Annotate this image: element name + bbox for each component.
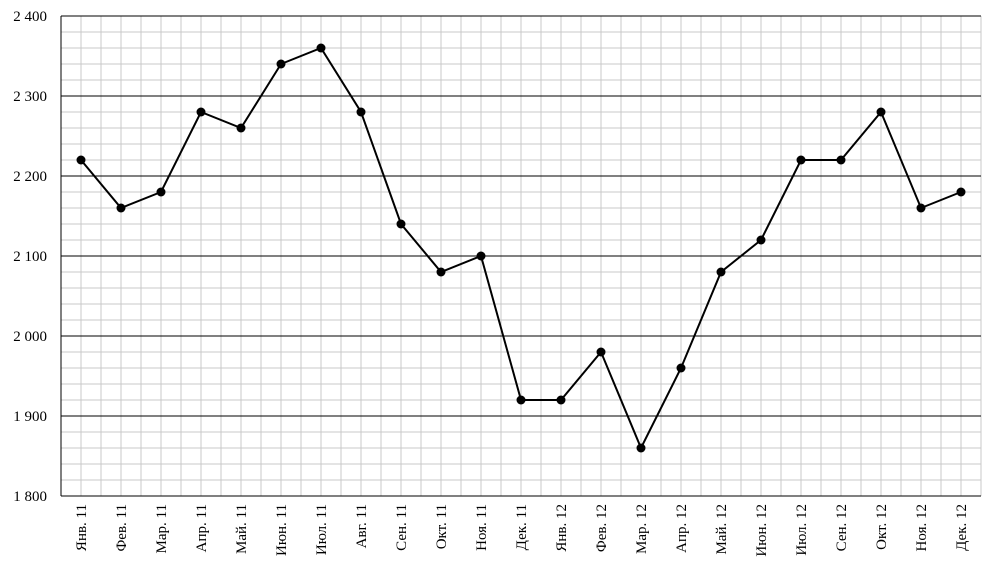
x-tick-label: Окт. 11 (434, 504, 450, 549)
data-point (276, 59, 286, 69)
x-tick-label: Май. 12 (714, 504, 730, 555)
x-tick-label: Сен. 12 (834, 504, 850, 551)
y-tick-label: 2 400 (13, 9, 47, 25)
data-point (76, 155, 86, 165)
x-tick-label: Янв. 11 (74, 504, 90, 551)
y-tick-label: 2 300 (13, 89, 47, 105)
data-point (116, 203, 126, 213)
x-tick-label: Сен. 11 (394, 504, 410, 551)
x-tick-label: Фев. 11 (114, 504, 130, 552)
data-point (476, 251, 486, 261)
x-tick-label: Ноя. 12 (914, 504, 930, 551)
x-tick-label: Окт. 12 (874, 504, 890, 550)
x-tick-label: Мар. 11 (154, 504, 170, 553)
data-point (516, 395, 526, 405)
data-point (796, 155, 806, 165)
data-point (716, 267, 726, 277)
x-tick-label: Дек. 11 (514, 504, 530, 550)
data-point (556, 395, 566, 405)
y-tick-label: 1 800 (13, 489, 47, 505)
x-tick-label: Авг. 11 (354, 504, 370, 548)
data-point (596, 347, 606, 357)
data-point (916, 203, 926, 213)
data-point (316, 43, 326, 53)
data-point (756, 235, 766, 245)
data-point (356, 107, 366, 117)
x-tick-label: Янв. 12 (554, 504, 570, 552)
data-point (196, 107, 206, 117)
y-tick-label: 2 000 (13, 329, 47, 345)
x-tick-label: Мар. 12 (634, 504, 650, 554)
data-point (156, 187, 166, 197)
x-tick-label: Дек. 12 (954, 504, 970, 551)
x-tick-label: Июл. 11 (314, 504, 330, 555)
x-tick-label: Май. 11 (234, 504, 250, 554)
x-tick-label: Апр. 12 (674, 504, 690, 553)
x-tick-label: Апр. 11 (194, 504, 210, 552)
data-point (636, 443, 646, 453)
data-point (396, 219, 406, 229)
x-tick-label: Июл. 12 (794, 504, 810, 556)
data-point (676, 363, 686, 373)
data-point (436, 267, 446, 277)
data-point (956, 187, 966, 197)
data-point (836, 155, 846, 165)
x-tick-label: Июн. 12 (754, 504, 770, 557)
x-tick-label: Ноя. 11 (474, 504, 490, 551)
y-tick-label: 2 100 (13, 249, 47, 265)
y-tick-label: 2 200 (13, 169, 47, 185)
x-tick-label: Июн. 11 (274, 504, 290, 556)
x-tick-label: Фев. 12 (594, 504, 610, 552)
data-point (236, 123, 246, 133)
data-point (876, 107, 886, 117)
y-tick-label: 1 900 (13, 409, 47, 425)
